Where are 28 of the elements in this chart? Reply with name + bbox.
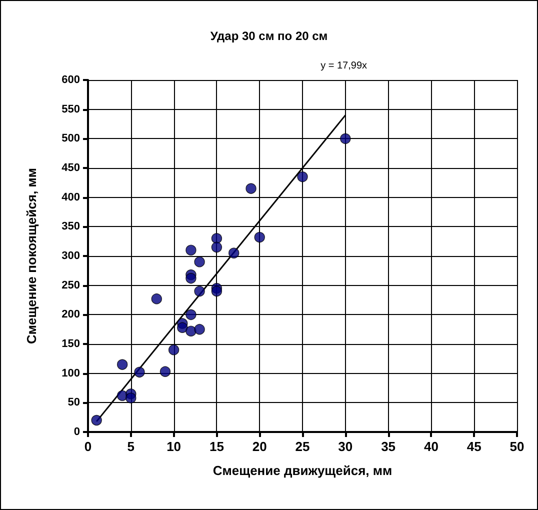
x-tick-label: 40 xyxy=(424,439,438,454)
y-axis-title: Смещение покоящейся, мм xyxy=(24,168,39,344)
y-tick-label: 150 xyxy=(62,338,80,350)
x-tick-label: 15 xyxy=(209,439,224,454)
y-tick-label: 50 xyxy=(68,396,80,409)
y-tick-label: 600 xyxy=(62,74,80,86)
y-tick-label: 300 xyxy=(62,250,80,262)
y-tick-label: 500 xyxy=(62,132,80,145)
x-tick-label: 45 xyxy=(466,439,482,454)
y-tick-label: 0 xyxy=(74,426,80,438)
y-tick-label: 100 xyxy=(62,367,80,380)
y-tick-label: 250 xyxy=(62,279,80,292)
x-tick-label: 0 xyxy=(84,439,92,454)
x-tick-label: 5 xyxy=(127,439,135,454)
text: y = 17,99x xyxy=(320,60,367,72)
x-tick-label: 30 xyxy=(338,439,353,454)
x-tick-label: 20 xyxy=(252,439,267,454)
y-tick-label: 550 xyxy=(62,103,80,116)
chart-title: Удар 30 см по 20 см xyxy=(210,29,328,43)
y-tick-label: 350 xyxy=(62,220,80,233)
x-tick-label: 10 xyxy=(166,439,182,454)
y-tick-label: 200 xyxy=(62,308,80,321)
x-tick-label: 25 xyxy=(295,439,310,454)
x-tick-label: 50 xyxy=(510,439,524,454)
y-tick-label: 400 xyxy=(62,191,80,204)
x-axis-title: Смещение движущейся, мм xyxy=(212,463,392,478)
x-tick-label: 35 xyxy=(381,439,396,454)
y-tick-label: 450 xyxy=(62,162,80,174)
